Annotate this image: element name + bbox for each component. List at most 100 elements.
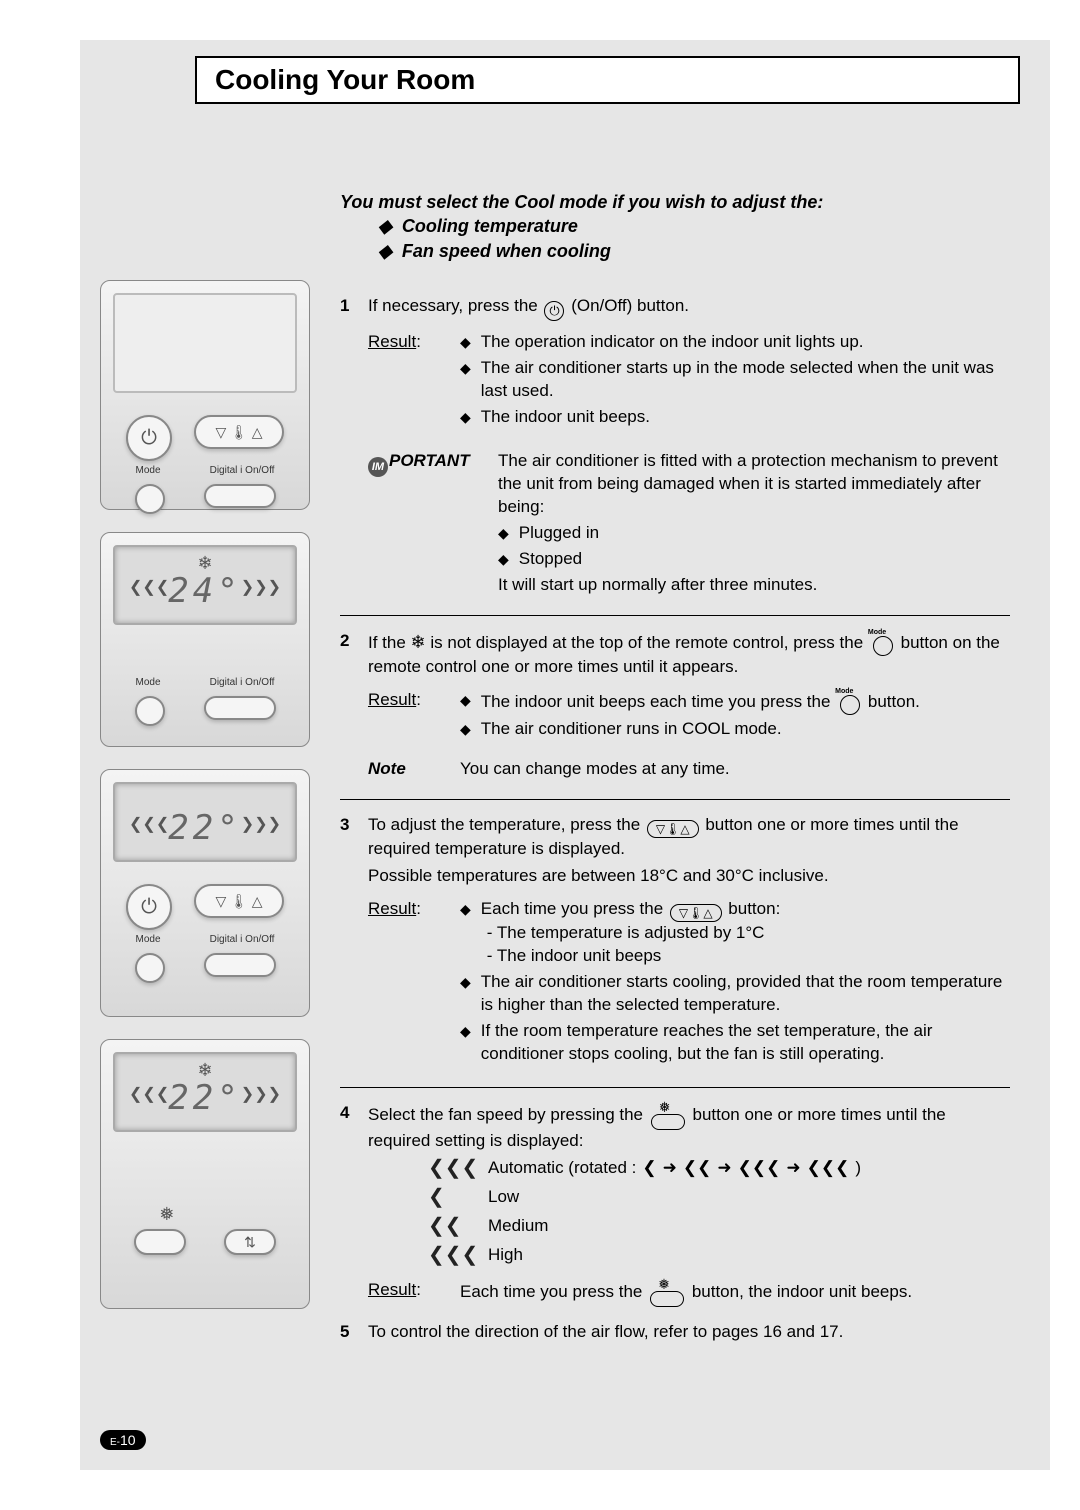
step1-r2: The air conditioner starts up in the mod…: [481, 357, 1010, 403]
mode-label: Mode: [136, 677, 161, 688]
mode-button: [135, 696, 165, 726]
fan-button-icon: [650, 1279, 684, 1307]
step1-r3: The indoor unit beeps.: [481, 406, 650, 429]
s4-r1a: Each time you press the: [460, 1282, 647, 1301]
step1-r1: The operation indicator on the indoor un…: [481, 331, 864, 354]
power-icon: ⏻: [544, 301, 564, 321]
instructions: You must select the Cool mode if you wis…: [340, 190, 1010, 1361]
important-label: PORTANT: [389, 451, 470, 470]
lcd-display: ❄ ❮❮❮ 24° ❯❯❯: [113, 545, 297, 625]
fan-button: [134, 1229, 186, 1255]
swing-button: ⇅: [224, 1229, 276, 1255]
page-number: E-10: [100, 1430, 146, 1450]
s3-r2: The air conditioner starts cooling, prov…: [481, 971, 1010, 1017]
fan-bars-right: ❯❯❯: [241, 814, 281, 834]
onoff-button: [204, 953, 276, 977]
mode-label: Mode: [136, 934, 161, 945]
step1-text-b: (On/Off) button.: [571, 296, 689, 315]
fan-button-icon: [651, 1102, 685, 1130]
step-number: 3: [340, 814, 368, 1069]
temp-button: ▽ 🌡 △: [194, 415, 284, 449]
power-button: ⏻: [126, 884, 172, 930]
remote-illustrations: ⏻ ▽ 🌡 △ Mode Digital i On/Off ❄ ❮❮❮ 24° …: [100, 280, 310, 1309]
step-2: 2 If the ❄ is not displayed at the top o…: [340, 615, 1010, 799]
intro-bullet-1: ◆ Cooling temperature: [340, 214, 1010, 238]
mode-button: [135, 484, 165, 514]
fan-med-icon: ❮❮: [428, 1213, 488, 1240]
result-label: Result: [368, 690, 416, 709]
s2-r1b: button.: [863, 692, 920, 711]
mode-button-icon: [838, 689, 860, 715]
fan-bars-right: ❯❯❯: [241, 1084, 281, 1104]
title-bar: Cooling Your Room: [195, 56, 1020, 104]
s3-r3: If the room temperature reaches the set …: [481, 1020, 1010, 1066]
digital-label: Digital i On/Off: [210, 465, 275, 476]
step-number: 5: [340, 1321, 368, 1344]
s2-t2: is not displayed at the top of the remot…: [430, 633, 868, 652]
rot1: ❮: [642, 1157, 656, 1180]
s3-r1b: button:: [724, 899, 781, 918]
fan-high-label: High: [488, 1244, 523, 1267]
lcd-blank: [113, 293, 297, 393]
step1-text-a: If necessary, press the: [368, 296, 542, 315]
mode-button-icon: [871, 630, 893, 656]
note-label: Note: [368, 759, 406, 778]
s3-t1: To adjust the temperature, press the: [368, 815, 645, 834]
step-3: 3 To adjust the temperature, press the ▽…: [340, 799, 1010, 1087]
fan-low-icon: ❮: [428, 1184, 488, 1211]
snowflake-icon: ❄: [411, 632, 426, 652]
mode-button: [135, 953, 165, 983]
s4-t1: Select the fan speed by pressing the: [368, 1105, 648, 1124]
fan-low-label: Low: [488, 1186, 519, 1209]
fan-auto-tail: ): [855, 1157, 861, 1180]
s2-t1: If the: [368, 633, 411, 652]
imp-b1: Plugged in: [519, 522, 599, 545]
s2-r1a: The indoor unit beeps each time you pres…: [481, 692, 835, 711]
step-number: 1: [340, 295, 368, 597]
digital-label: Digital i On/Off: [210, 677, 275, 688]
rot4: ❮❮❮: [807, 1157, 850, 1180]
lcd-display: ❄ ❮❮❮ 22° ❯❯❯: [113, 1052, 297, 1132]
fan-bars-right: ❯❯❯: [241, 577, 281, 597]
step-number: 2: [340, 630, 368, 781]
s3-d2: - The indoor unit beeps: [481, 945, 781, 968]
s3-d1: - The temperature is adjusted by 1°C: [481, 922, 781, 945]
remote-step2: ❄ ❮❮❮ 24° ❯❯❯ Mode Digital i On/Off: [100, 532, 310, 747]
s5-text: To control the direction of the air flow…: [368, 1322, 843, 1341]
step-number: 4: [340, 1102, 368, 1307]
remote-step4: ❄ ❮❮❮ 22° ❯❯❯ ❅ ⇅: [100, 1039, 310, 1309]
result-label: Result: [368, 1280, 416, 1299]
result-label: Result: [368, 332, 416, 351]
remote-step1: ⏻ ▽ 🌡 △ Mode Digital i On/Off: [100, 280, 310, 510]
fan-high-icon: ❮❮❮: [428, 1242, 488, 1269]
temp-button-icon: ▽🌡△: [670, 904, 722, 922]
rot2: ❮❮: [683, 1157, 712, 1180]
imp-b2: Stopped: [519, 548, 582, 571]
onoff-button: [204, 696, 276, 720]
fan-icon: ❅: [159, 1204, 174, 1225]
result-label: Result: [368, 899, 416, 918]
lcd-display: ❮❮❮ 22° ❯❯❯: [113, 782, 297, 862]
fan-auto-icon: ❮❮❮: [428, 1155, 488, 1182]
digital-label: Digital i On/Off: [210, 934, 275, 945]
fan-auto-label: Automatic (rotated :: [488, 1157, 636, 1180]
s2-r2: The air conditioner runs in COOL mode.: [481, 718, 782, 741]
important-text: The air conditioner is fitted with a pro…: [498, 451, 998, 516]
intro-bullet-2: ◆ Fan speed when cooling: [340, 239, 1010, 263]
rot3: ❮❮❮: [738, 1157, 781, 1180]
power-button: ⏻: [126, 415, 172, 461]
fan-med-label: Medium: [488, 1215, 548, 1238]
temp-button-icon: ▽🌡△: [647, 820, 699, 838]
mode-label: Mode: [136, 465, 161, 476]
step-4: 4 Select the fan speed by pressing the b…: [340, 1087, 1010, 1362]
intro-block: You must select the Cool mode if you wis…: [340, 190, 1010, 263]
page-title: Cooling Your Room: [215, 64, 475, 96]
note-text: You can change modes at any time.: [460, 759, 730, 778]
imp-tail: It will start up normally after three mi…: [498, 575, 817, 594]
s4-r1b: button, the indoor unit beeps.: [692, 1282, 912, 1301]
s3-t3: Possible temperatures are between 18°C a…: [368, 865, 1010, 888]
temp-button: ▽ 🌡 △: [194, 884, 284, 918]
s3-r1a: Each time you press the: [481, 899, 668, 918]
step-1: 1 If necessary, press the ⏻ (On/Off) but…: [340, 281, 1010, 615]
intro-lead: You must select the Cool mode if you wis…: [340, 192, 823, 212]
